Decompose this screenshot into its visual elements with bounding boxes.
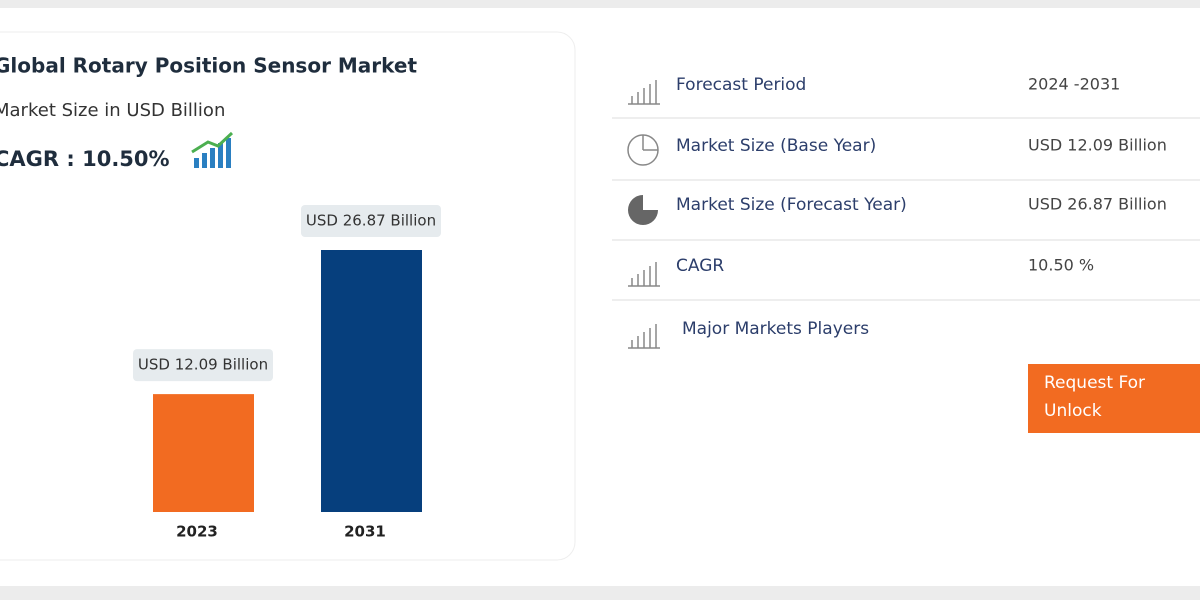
value-label: USD 26.87 Billion [306, 212, 436, 230]
bar [153, 394, 254, 512]
chart-title: Global Rotary Position Sensor Market [0, 54, 417, 78]
table-icons [627, 80, 660, 349]
row-label: Market Size (Forecast Year) [676, 195, 907, 215]
value-label-box [301, 205, 441, 237]
bottom-strip [0, 586, 1200, 600]
request-unlock-button[interactable]: Request For Unlock [1028, 364, 1200, 433]
x-tick-label: 2031 [344, 523, 386, 541]
chart-subtitle: Market Size in USD Billion [0, 100, 225, 121]
row-label: Forecast Period [676, 75, 806, 95]
row-value: 10.50 % [1028, 256, 1094, 275]
row-value: USD 26.87 Billion [1028, 195, 1167, 214]
row-label: Market Size (Base Year) [676, 136, 876, 156]
row-label: CAGR [676, 256, 724, 276]
top-strip [0, 0, 1200, 8]
x-tick-label: 2023 [176, 523, 218, 541]
chart-card [0, 31, 576, 561]
row-value: 2024 -2031 [1028, 75, 1120, 94]
row-label: Major Markets Players [682, 319, 869, 339]
table-dividers [612, 117, 1200, 301]
value-label-box [133, 349, 273, 382]
growth-icon [191, 131, 234, 168]
value-label: USD 12.09 Billion [138, 356, 268, 374]
row-value: USD 12.09 Billion [1028, 136, 1167, 155]
bar [321, 250, 422, 512]
cagr-annotation: CAGR : 10.50% [0, 147, 170, 171]
